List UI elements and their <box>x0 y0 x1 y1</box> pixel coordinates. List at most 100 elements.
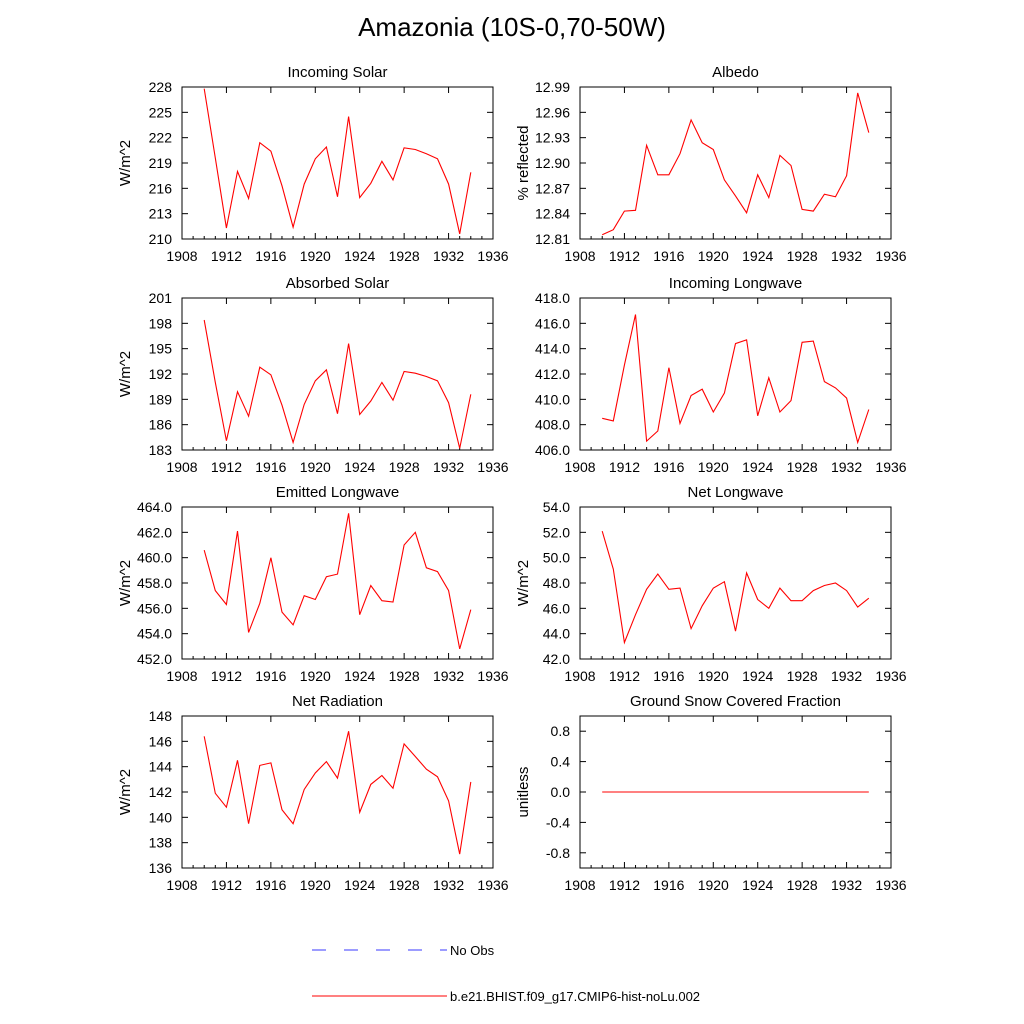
panel-2-ytick-label: 198 <box>149 315 173 331</box>
panel-6-ytick-label: 144 <box>149 759 173 775</box>
panel-2-ytick-label: 201 <box>149 290 173 306</box>
panel-0-ytick-label: 219 <box>149 155 173 171</box>
panel-3-frame <box>579 297 892 451</box>
panel-5-ytick-label: 48.0 <box>543 575 570 591</box>
panel-1-ytick-label: 12.99 <box>535 79 570 95</box>
panel-1-ytick-label: 12.87 <box>535 180 570 196</box>
panel-5-ytick-label: 52.0 <box>543 524 570 540</box>
panel-4-xtick-label: 1928 <box>389 668 420 684</box>
panel-7-xtick-label: 1924 <box>742 877 773 893</box>
panel-3-ytick-label: 418.0 <box>535 290 570 306</box>
panel-3-xtick-label: 1908 <box>564 459 595 475</box>
panel-3-xtick-label: 1924 <box>742 459 773 475</box>
panel-4-xtick-label: 1912 <box>211 668 242 684</box>
panel-5-ytick-label: 44.0 <box>543 626 570 642</box>
panel-6-xtick-label: 1912 <box>211 877 242 893</box>
panel-0-ytick-label: 216 <box>149 180 173 196</box>
panel-7-ytick-label: -0.4 <box>546 814 570 830</box>
panel-4-ylabel: W/m^2 <box>117 560 134 606</box>
panel-1-ytick-label: 12.81 <box>535 231 570 247</box>
panel-3-ytick-label: 408.0 <box>535 417 570 433</box>
panel-6-xtick-label: 1908 <box>166 877 197 893</box>
panel-4-ytick-label: 460.0 <box>137 550 172 566</box>
panel-2-xtick-label: 1924 <box>344 459 375 475</box>
panel-6-xtick-label: 1924 <box>344 877 375 893</box>
panel-4-frame <box>181 506 494 660</box>
panel-2-ytick-label: 195 <box>149 341 173 357</box>
panel-5-ytick-label: 46.0 <box>543 600 570 616</box>
panel-3-ytick-label: 410.0 <box>535 391 570 407</box>
panel-1-ytick-label: 12.90 <box>535 155 570 171</box>
legend-label-model: b.e21.BHIST.f09_g17.CMIP6-hist-noLu.002 <box>450 989 700 1004</box>
panel-4-xtick-label: 1924 <box>344 668 375 684</box>
panel-0-xtick-label: 1936 <box>477 248 508 264</box>
panel-0-ytick-label: 225 <box>149 104 173 120</box>
panel-2-xtick-label: 1920 <box>300 459 331 475</box>
panel-1-frame <box>579 86 892 240</box>
panel-4-ytick-label: 462.0 <box>137 524 172 540</box>
panel-2-xtick-label: 1908 <box>166 459 197 475</box>
panel-5-ytick-label: 42.0 <box>543 651 570 667</box>
panel-3-title: Incoming Longwave <box>669 275 802 292</box>
panel-6-xtick-label: 1916 <box>255 877 286 893</box>
panel-3-xtick-label: 1916 <box>653 459 684 475</box>
panel-7-ytick-label: -0.8 <box>546 845 570 861</box>
panel-4-ytick-label: 454.0 <box>137 626 172 642</box>
panel-1-xtick-label: 1932 <box>831 248 862 264</box>
panel-6-ytick-label: 136 <box>149 860 173 876</box>
panel-2-ytick-label: 183 <box>149 442 173 458</box>
panel-4-title: Emitted Longwave <box>276 484 399 501</box>
panel-7-xtick-label: 1936 <box>875 877 906 893</box>
panel-5-ytick-label: 54.0 <box>543 499 570 515</box>
panel-2-ylabel: W/m^2 <box>117 351 134 397</box>
panel-7-xtick-label: 1916 <box>653 877 684 893</box>
panel-3-series-line <box>602 314 870 445</box>
panel-4-ytick-label: 452.0 <box>137 651 172 667</box>
panel-3-ytick-label: 416.0 <box>535 315 570 331</box>
panel-2-frame <box>181 297 494 451</box>
panel-0-title: Incoming Solar <box>287 64 387 81</box>
panel-7-title: Ground Snow Covered Fraction <box>630 693 841 710</box>
panel-1-xtick-label: 1916 <box>653 248 684 264</box>
panel-5-xtick-label: 1932 <box>831 668 862 684</box>
panel-6-ytick-label: 140 <box>149 809 173 825</box>
panel-3-ytick-label: 414.0 <box>535 341 570 357</box>
panel-3-xtick-label: 1912 <box>609 459 640 475</box>
panel-0-ytick-label: 213 <box>149 206 173 222</box>
panel-4-xtick-label: 1908 <box>166 668 197 684</box>
panel-2-xtick-label: 1932 <box>433 459 464 475</box>
panel-1-xtick-label: 1908 <box>564 248 595 264</box>
panel-6-frame <box>181 715 494 869</box>
panel-4-ytick-label: 458.0 <box>137 575 172 591</box>
panel-3-xtick-label: 1932 <box>831 459 862 475</box>
panel-2-ytick-label: 189 <box>149 391 173 407</box>
panel-0-ytick-label: 222 <box>149 130 173 146</box>
panel-2-xtick-label: 1936 <box>477 459 508 475</box>
panel-4-xtick-label: 1920 <box>300 668 331 684</box>
panel-5-xtick-label: 1924 <box>742 668 773 684</box>
panel-0-ytick-label: 210 <box>149 231 173 247</box>
panel-5-ytick-label: 50.0 <box>543 550 570 566</box>
panel-1-xtick-label: 1920 <box>698 248 729 264</box>
panel-4-xtick-label: 1932 <box>433 668 464 684</box>
panel-0-xtick-label: 1924 <box>344 248 375 264</box>
panel-4-xtick-label: 1936 <box>477 668 508 684</box>
panel-2-series-line <box>203 319 472 449</box>
panel-5-xtick-label: 1908 <box>564 668 595 684</box>
panel-3-ytick-label: 406.0 <box>535 442 570 458</box>
panel-7-xtick-label: 1920 <box>698 877 729 893</box>
panel-4-xtick-label: 1916 <box>255 668 286 684</box>
panel-0-xtick-label: 1912 <box>211 248 242 264</box>
panel-5-xtick-label: 1912 <box>609 668 640 684</box>
panel-6-series-line <box>203 731 472 855</box>
panel-5-xtick-label: 1928 <box>787 668 818 684</box>
panel-1-ytick-label: 12.93 <box>535 130 570 146</box>
panel-7-xtick-label: 1928 <box>787 877 818 893</box>
panel-2-title: Absorbed Solar <box>286 275 389 292</box>
page-title: Amazonia (10S-0,70-50W) <box>358 12 666 42</box>
panel-6-xtick-label: 1920 <box>300 877 331 893</box>
panel-0-ytick-label: 228 <box>149 79 173 95</box>
panel-7-ytick-label: 0.8 <box>551 723 571 739</box>
panel-6-ytick-label: 148 <box>149 708 173 724</box>
panel-2-ytick-label: 192 <box>149 366 173 382</box>
